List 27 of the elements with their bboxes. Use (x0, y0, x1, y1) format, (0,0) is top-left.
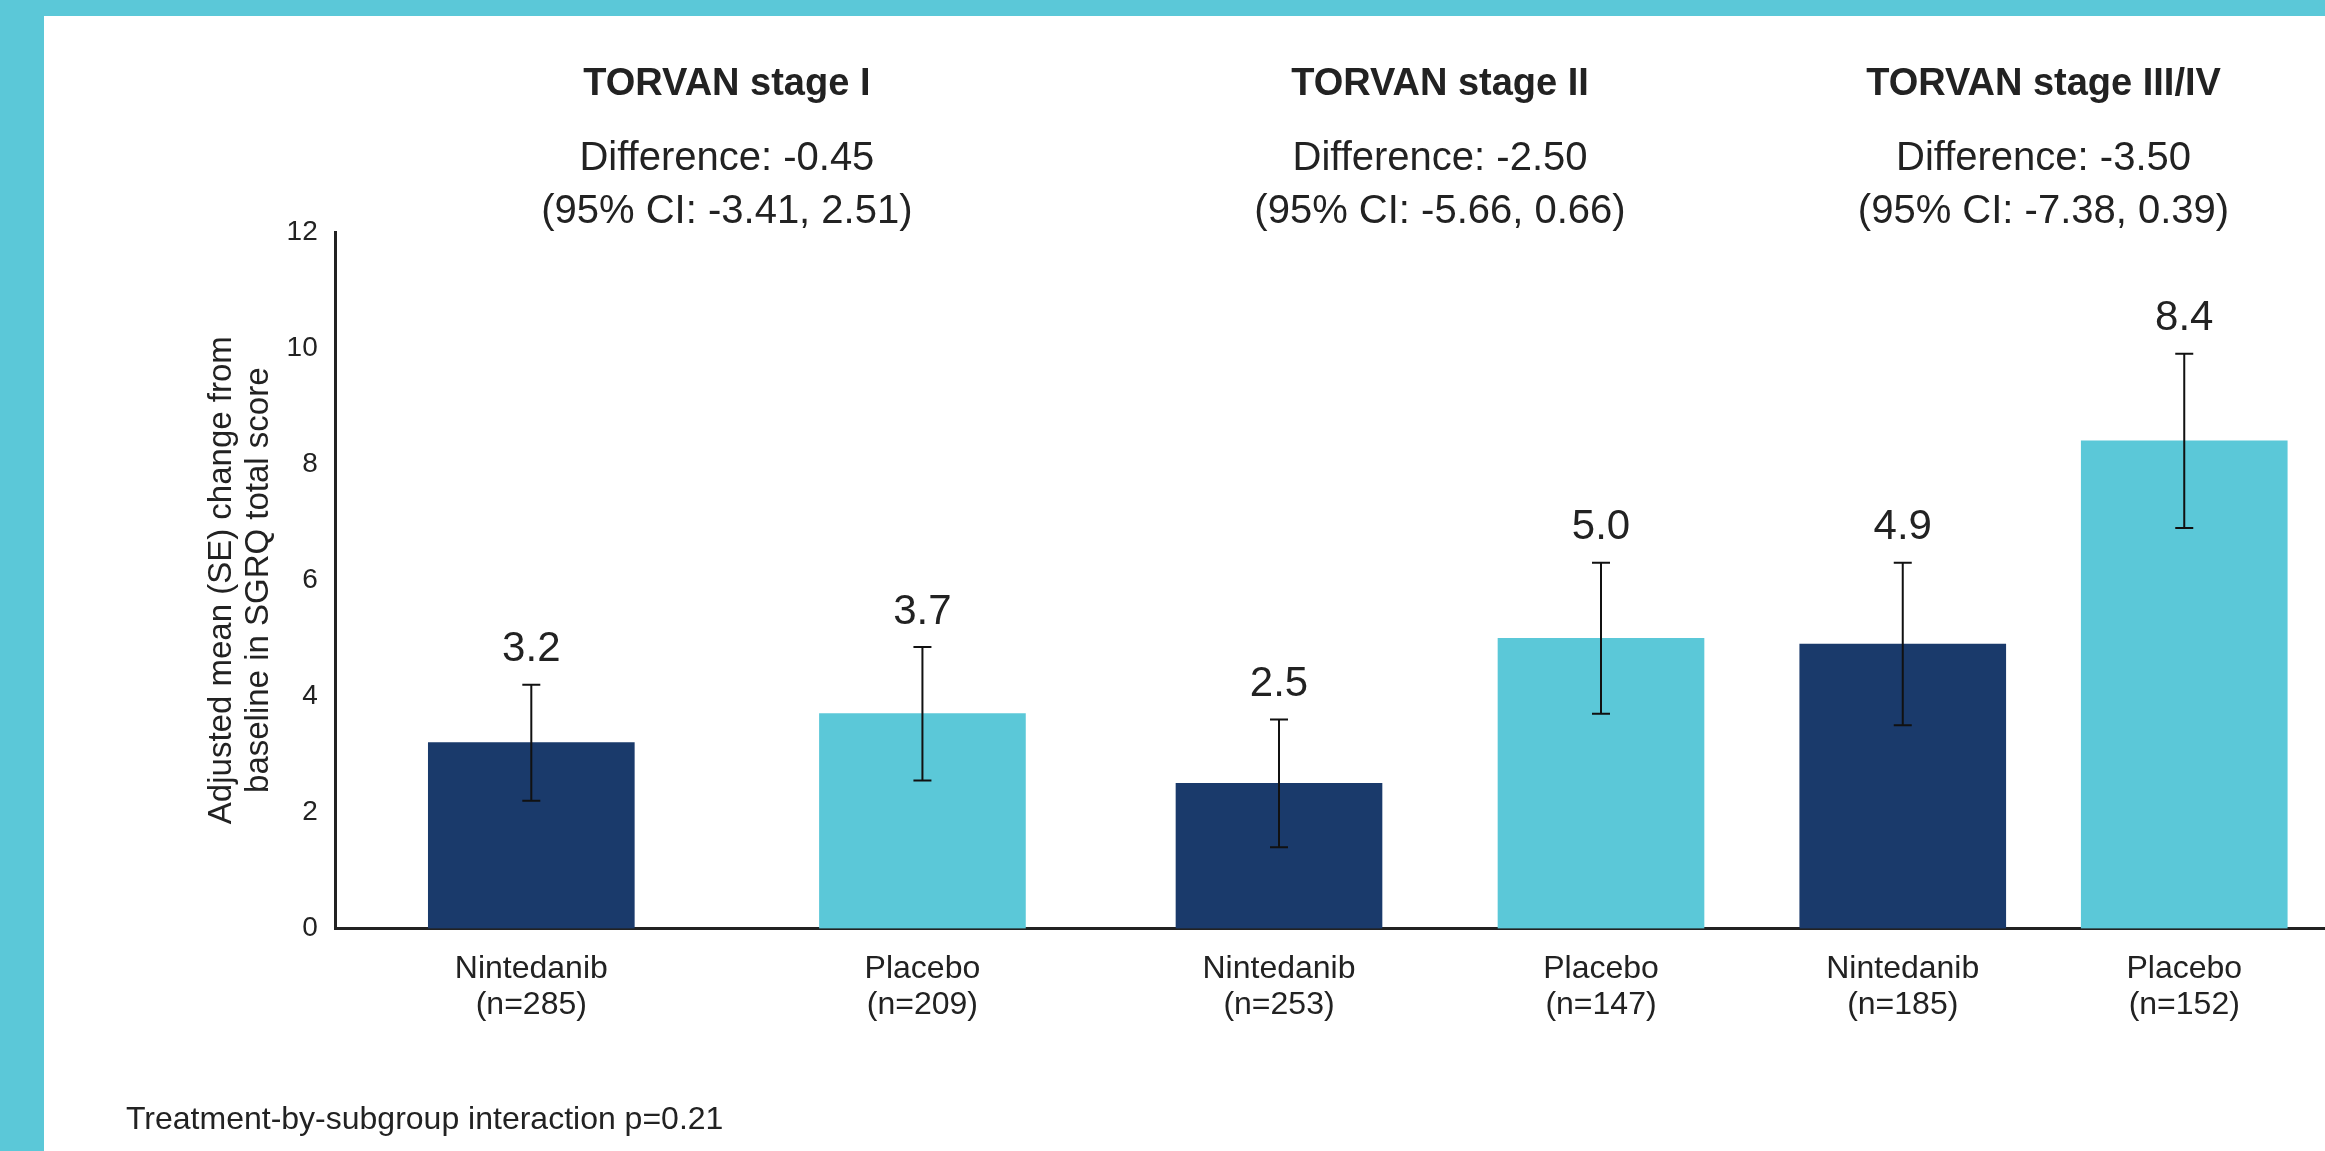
data-label: 5.0 (1571, 501, 1631, 549)
x-tick-label: Nintedanib (n=185) (1826, 948, 1980, 1022)
x-tick-label: Nintedanib (n=285) (454, 948, 608, 1022)
y-axis-title: Adjusted mean (SE) change from baseline in SGRQ total score (201, 336, 275, 825)
y-tick-label: 8 (302, 446, 318, 478)
data-label: 2.5 (1249, 658, 1309, 706)
chart-subtitle: Difference: -2.50 (95% CI: -5.66, 0.66) (1254, 134, 1626, 232)
chart-subtitle: Difference: -0.45 (95% CI: -3.41, 2.51) (541, 134, 913, 232)
y-tick-label: 12 (286, 214, 318, 246)
chart-title: TORVAN stage II (1291, 61, 1589, 104)
x-tick-label: Nintedanib (n=253) (1202, 948, 1356, 1022)
y-tick-label: 4 (302, 678, 318, 710)
y-tick-label: 2 (302, 795, 318, 827)
y-tick-label: 10 (286, 330, 318, 362)
chart-subtitle: Difference: -3.50 (95% CI: -7.38, 0.39) (1857, 134, 2230, 232)
text: Treatment-by-subgroup interaction p=0.21 (126, 1100, 724, 1137)
data-label: 4.9 (1873, 501, 1932, 549)
y-tick-label: 0 (302, 911, 318, 943)
data-label: 3.7 (893, 585, 952, 633)
x-tick-label: Placebo (n=152) (2126, 948, 2243, 1022)
chart-title: TORVAN stage III/IV (1866, 61, 2222, 104)
chart-title: TORVAN stage I (583, 61, 871, 104)
y-tick-label: 6 (302, 562, 318, 594)
x-tick-label: Placebo (n=209) (864, 948, 981, 1022)
data-label: 3.2 (502, 623, 561, 671)
x-tick-label: Placebo (n=147) (1543, 948, 1659, 1022)
data-label: 8.4 (2155, 292, 2214, 340)
